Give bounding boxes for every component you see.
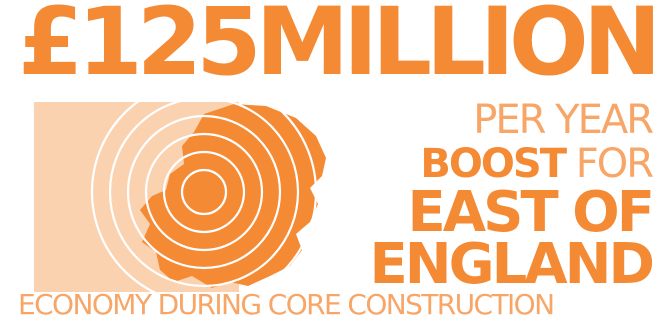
england-text: ENGLAND <box>369 232 655 297</box>
east-of-text: EAST OF <box>407 180 655 245</box>
ripple-rings-icon <box>90 92 318 292</box>
center-dot-icon <box>184 172 224 212</box>
for-text: FOR <box>575 141 654 187</box>
boost-for-line: BOOST FOR <box>420 141 654 187</box>
per-year-text: PER YEAR <box>473 97 654 143</box>
footer-caption: ECONOMY DURING CORE CONSTRUCTION <box>18 288 555 321</box>
headline-amount: £125MILLION <box>18 0 662 97</box>
east-of-england-map-graphic <box>34 92 326 292</box>
region-map-shape <box>140 104 326 288</box>
boost-text: BOOST <box>420 141 567 187</box>
